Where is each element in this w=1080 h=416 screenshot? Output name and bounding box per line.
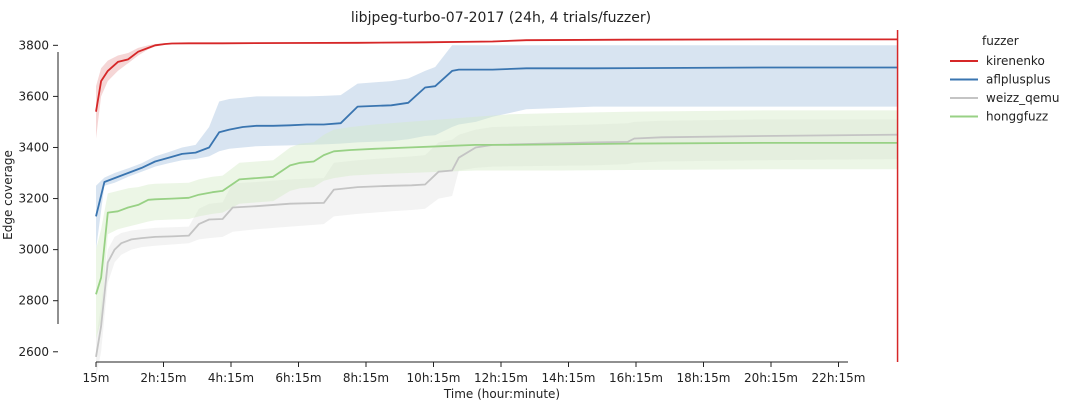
line-aflplusplus bbox=[95, 66, 898, 217]
axes: 2600 2800 3000 3200 3400 3600 3800 15m 2h:15m 4h… bbox=[18, 38, 865, 385]
legend-label-kirenenko: kirenenko bbox=[986, 54, 1045, 68]
x-tick-label: 18h:15m bbox=[677, 371, 731, 385]
line-honggfuzz bbox=[95, 142, 898, 295]
x-tick-label: 14h:15m bbox=[542, 371, 596, 385]
y-tick-label: 3600 bbox=[18, 89, 49, 103]
x-tick-label: 15m bbox=[83, 371, 110, 385]
series-lines bbox=[95, 38, 898, 358]
legend-items: kirenenko aflplusplus weizz_qemu honggfuzz bbox=[950, 54, 1059, 124]
x-tick-label: 12h:15m bbox=[474, 371, 528, 385]
chart-title: libjpeg-turbo-07-2017 (24h, 4 trials/fuz… bbox=[351, 10, 651, 26]
legend-label-aflplusplus: aflplusplus bbox=[986, 73, 1051, 87]
x-tick-label: 22h:15m bbox=[812, 371, 866, 385]
y-tick-label: 3200 bbox=[18, 192, 49, 206]
y-tick-label: 3000 bbox=[18, 243, 49, 257]
legend-label-weizz-qemu: weizz_qemu bbox=[986, 91, 1059, 105]
y-tick-label: 3800 bbox=[18, 38, 49, 52]
x-tick-label: 2h:15m bbox=[140, 371, 186, 385]
y-ticks: 2600 2800 3000 3200 3400 3600 3800 bbox=[18, 38, 58, 359]
band-honggfuzz bbox=[96, 110, 898, 340]
line-weizz-qemu bbox=[95, 133, 898, 358]
legend: fuzzer kirenenko aflplusplus weizz_qemuhon… bbox=[950, 34, 1059, 124]
x-tick-label: 20h:15m bbox=[744, 371, 798, 385]
x-axis-label: Time (hour:minute) bbox=[443, 387, 560, 401]
x-tick-label: 6h:15m bbox=[275, 371, 321, 385]
legend-label-honggfuzz: honggfuzz bbox=[986, 110, 1048, 124]
x-tick-label: 16h:15m bbox=[609, 371, 663, 385]
legend-title: fuzzer bbox=[982, 34, 1019, 48]
band-weizz-qemu bbox=[96, 119, 898, 378]
x-tick-label: 10h:15m bbox=[407, 371, 461, 385]
line-kirenenko bbox=[95, 38, 898, 112]
band-aflplusplus bbox=[96, 45, 898, 250]
x-tick-label: 8h:15m bbox=[343, 371, 389, 385]
confidence-bands bbox=[96, 38, 898, 378]
y-axis-label: Edge coverage bbox=[1, 150, 15, 240]
y-tick-label: 3400 bbox=[18, 140, 49, 154]
x-tick-label: 4h:15m bbox=[208, 371, 254, 385]
x-ticks: 15m 2h:15m 4h:15m 6h:15m 8h:15m 10h:15m 12h:15… bbox=[83, 362, 866, 385]
y-tick-label: 2800 bbox=[18, 294, 49, 308]
y-tick-label: 2600 bbox=[18, 345, 49, 359]
